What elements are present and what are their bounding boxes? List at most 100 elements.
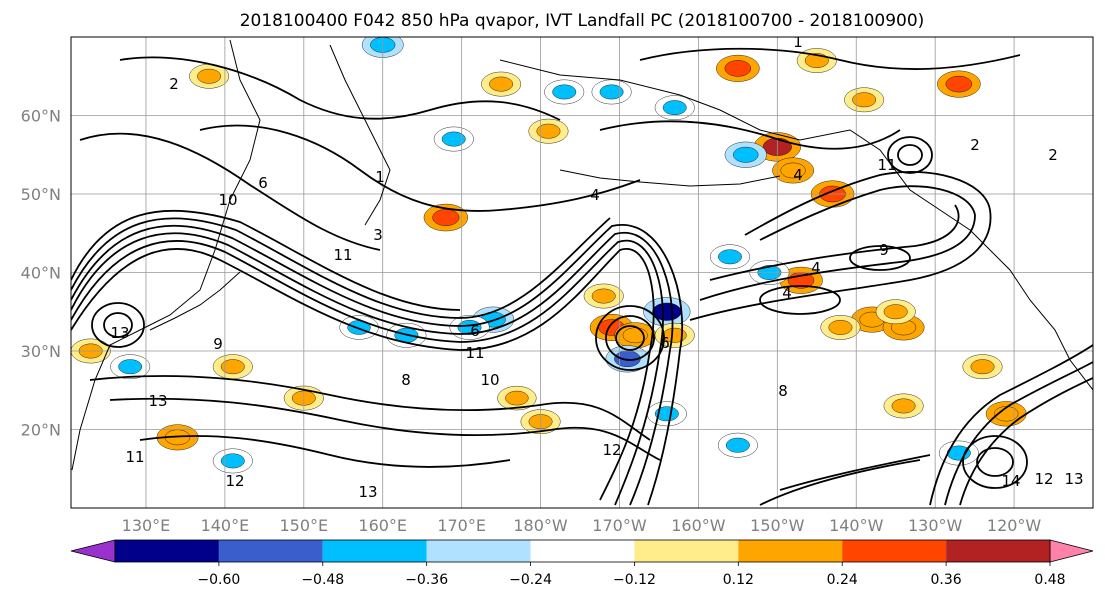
ivt-contour [976, 447, 1014, 477]
ivt-contour [595, 305, 665, 371]
ivt-contour [71, 223, 684, 506]
colorbar-tick-label: −0.36 [405, 572, 448, 588]
x-tick-label: 160°E [358, 516, 407, 535]
colorbar-tick-label: −0.48 [301, 572, 344, 588]
ivt-contour [71, 231, 674, 506]
contour-label: 12 [1034, 470, 1053, 488]
contour-label: 6 [470, 322, 480, 340]
colorbar: −0.60 −0.48 −0.36 −0.24 −0.12 0.12 0.24 0.36 0.4… [70, 539, 1094, 588]
contour-label: 4 [811, 259, 821, 277]
contour-label: 12 [602, 441, 621, 459]
ivt-contour [849, 245, 911, 271]
qvapor-blob [505, 390, 529, 406]
colorbar-segment [634, 540, 739, 562]
map-frame [70, 36, 1094, 509]
japan-coast [149, 271, 241, 331]
contour-label: 2 [970, 136, 980, 154]
contour-label: 1 [793, 33, 803, 51]
ivt-contour [599, 120, 901, 150]
ivt-contour [779, 454, 931, 491]
colorbar-tick-label: 0.12 [723, 572, 754, 588]
ivt-contour [71, 217, 611, 319]
x-tick-label: 180°W [513, 516, 568, 535]
y-tick-label: 60°N [21, 107, 61, 126]
colorbar-segment [530, 540, 635, 562]
qvapor-blob [994, 406, 1019, 422]
qvapor-blob [733, 146, 759, 163]
qvapor-blob [852, 92, 877, 108]
ivt-contour [639, 47, 1021, 70]
contour-label: 10 [218, 191, 237, 209]
qvapor-blob [891, 398, 916, 414]
ivt-contour [109, 397, 661, 461]
contour-label: 6 [258, 174, 268, 192]
colorbar-segment [738, 540, 843, 562]
coastline-kamchatka [329, 44, 391, 226]
ivt-contour [887, 136, 933, 174]
contour-label: 13 [1064, 470, 1083, 488]
ivt-contour [929, 344, 1093, 506]
qvapor-blob [591, 288, 616, 304]
colorbar-tick-label: 0.36 [931, 572, 962, 588]
qvapor-blob [599, 84, 624, 100]
contour-label: 6 [660, 334, 670, 352]
contour-label: 9 [213, 335, 223, 353]
ivt-contours [71, 47, 1093, 506]
ivt-contour [699, 185, 976, 301]
x-tick-label: 140°E [201, 516, 250, 535]
colorbar-frame [114, 539, 1051, 563]
qvapor-blob [654, 406, 679, 422]
qvapor-blob [883, 304, 908, 320]
ivt-contour [119, 56, 561, 121]
contour-label: 10 [480, 371, 499, 389]
qvapor-blob [457, 320, 482, 335]
contour-label: 13 [358, 483, 377, 501]
contour-label: 4 [590, 186, 600, 204]
qvapor-blob [489, 76, 514, 92]
x-tick-label: 130°W [908, 516, 963, 535]
aleutian-islands [559, 169, 781, 187]
ivt-contour [199, 124, 641, 212]
ivt-contour [944, 361, 1093, 506]
qvapor-blob [725, 437, 750, 453]
contour-label: 11 [333, 246, 352, 264]
ivt-contour [605, 315, 655, 361]
qvapor-blob [780, 162, 806, 179]
y-tick-label: 30°N [21, 342, 61, 361]
ivt-contour [689, 171, 992, 321]
y-tick-label: 50°N [21, 185, 61, 204]
qvapor-blob [220, 453, 245, 469]
ivt-contour [103, 312, 133, 338]
colorbar-segment [426, 540, 531, 562]
contour-label: 13 [148, 392, 167, 410]
contour-label: 2 [169, 75, 179, 93]
colorbar-segment [218, 540, 323, 562]
x-tick-label: 170°E [437, 516, 486, 535]
ivt-contour [71, 209, 461, 311]
colorbar-tick-label: −0.12 [613, 572, 656, 588]
contour-label: 4 [782, 284, 792, 302]
x-axis-ticks: 130°E 140°E 150°E 160°E 170°E 180°W 170°W 160°W… [122, 516, 1042, 535]
contour-label: 4 [793, 166, 803, 184]
ivt-contour [962, 435, 1028, 489]
contour-label: 12 [225, 472, 244, 490]
qvapor-blob [441, 131, 466, 147]
y-tick-label: 20°N [21, 421, 61, 440]
contour-label: 11 [125, 448, 144, 466]
y-tick-label: 40°N [21, 264, 61, 283]
x-tick-label: 120°W [987, 516, 1042, 535]
qvapor-blob [552, 84, 577, 100]
qvapor-blob [118, 359, 143, 375]
colorbar-segment [842, 540, 947, 562]
qvapor-blob [536, 123, 561, 139]
contour-label: 8 [778, 382, 788, 400]
chart-title: 2018100400 F042 850 hPa qvapor, IVT Land… [240, 11, 925, 31]
colorbar-extend-low [70, 539, 116, 563]
y-axis-ticks: 60°N 50°N 40°N 30°N 20°N [21, 107, 61, 440]
x-tick-label: 150°W [750, 516, 805, 535]
x-tick-label: 130°E [122, 516, 171, 535]
map-gridlines [71, 37, 1093, 508]
